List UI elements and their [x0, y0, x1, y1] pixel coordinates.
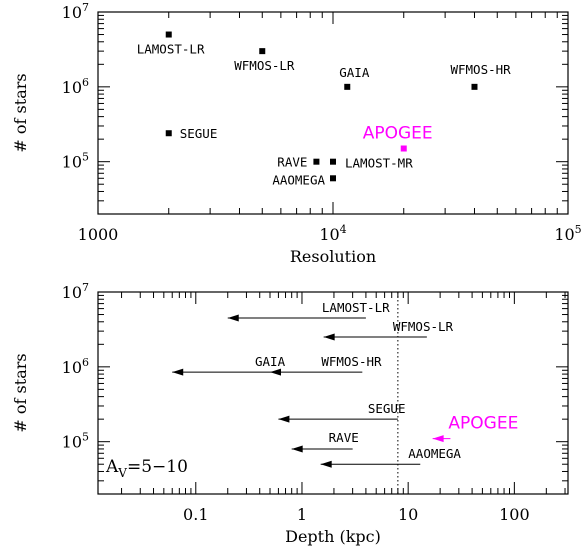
y-tick-label: 107 — [62, 1, 89, 22]
depth-panel: Depth (kpc) # of stars 0.1 1 10 100 105 106 107 L… — [11, 281, 569, 546]
resolution-panel: Resolution # of stars 1000 104 105 105 106 107 L… — [11, 1, 582, 266]
y-tick-label: 105 — [62, 431, 89, 452]
y-axis-title: # of stars — [11, 73, 30, 152]
point-label-gaia: GAIA — [339, 65, 370, 80]
arrow-head-wfmos-lr — [323, 333, 335, 341]
point-label-apogee: APOGEE — [363, 124, 433, 144]
data-point-apogee — [400, 145, 407, 152]
data-point-rave — [313, 158, 320, 165]
data-point-lamost-lr — [165, 31, 172, 38]
arrow-label-lamost-lr: LAMOST-LR — [322, 300, 390, 315]
arrow-label-wfmos-lr: WFMOS-LR — [393, 319, 454, 334]
point-label-wfmos-hr: WFMOS-HR — [450, 62, 511, 77]
point-label-rave: RAVE — [277, 155, 307, 170]
arrow-head-wfmos-hr — [270, 368, 282, 376]
y-axis-title: # of stars — [11, 353, 30, 432]
x-tick-label: 0.1 — [183, 505, 208, 524]
y-tick-label: 106 — [62, 76, 89, 97]
y-tick-label: 106 — [62, 356, 89, 377]
x-axis-title: Depth (kpc) — [285, 527, 381, 546]
plot-frame — [97, 291, 569, 495]
x-tick-label: 100 — [499, 505, 530, 524]
arrow-label-segue: SEGUE — [368, 401, 406, 416]
data-point-gaia — [344, 83, 351, 90]
point-label-aaomega: AAOMEGA — [272, 172, 325, 187]
arrow-label-aaomega: AAOMEGA — [408, 446, 461, 461]
x-tick-label: 105 — [554, 223, 581, 244]
y-tick-label: 105 — [62, 151, 89, 172]
arrow-label-apogee: APOGEE — [448, 414, 518, 434]
point-label-lamost-mr: LAMOST-MR — [345, 156, 413, 171]
point-label-wfmos-lr: WFMOS-LR — [234, 58, 295, 73]
data-point-wfmos-lr — [259, 48, 266, 55]
arrow-head-gaia — [172, 368, 184, 376]
extinction-annotation: AV=5−10 — [105, 457, 188, 480]
x-axis-title: Resolution — [290, 247, 376, 266]
point-label-segue: SEGUE — [180, 126, 218, 141]
arrow-label-wfmos-hr: WFMOS-HR — [321, 354, 382, 369]
data-point-lamost-mr — [330, 158, 336, 165]
data-point-aaomega — [330, 175, 336, 182]
x-tick-label: 1 — [297, 505, 307, 524]
x-tick-label: 1000 — [78, 225, 119, 244]
point-label-lamost-lr: LAMOST-LR — [137, 42, 205, 57]
arrow-head-aaomega — [320, 460, 332, 468]
arrow-label-gaia: GAIA — [255, 354, 286, 369]
arrow-head-segue — [278, 415, 290, 423]
x-tick-label: 10 — [398, 505, 418, 524]
x-tick-label: 104 — [319, 223, 346, 244]
arrow-head-lamost-lr — [227, 314, 239, 322]
arrow-head-rave — [291, 445, 303, 453]
y-tick-label: 107 — [62, 281, 89, 302]
data-point-segue — [165, 130, 172, 137]
arrow-label-rave: RAVE — [329, 430, 359, 445]
data-point-wfmos-hr — [471, 83, 478, 90]
arrow-head-apogee — [432, 435, 444, 443]
